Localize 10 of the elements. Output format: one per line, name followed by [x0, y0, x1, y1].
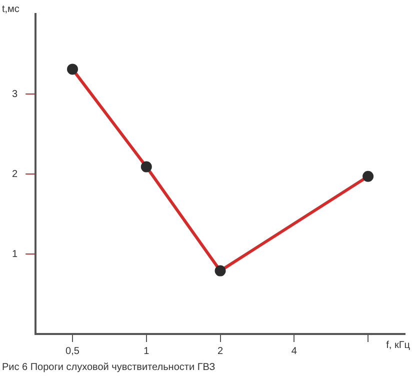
text: Рис 6 Пороги слуховой чувствительности ГВЗ	[2, 362, 216, 373]
x-tick-label: 0,5	[66, 346, 80, 357]
y-tick-label: 1	[12, 248, 18, 260]
y-axis-title: t,мс	[2, 4, 20, 15]
x-tick-label: 1	[144, 346, 150, 357]
x-tick-label: 4	[291, 346, 298, 357]
y-tick-label: 3	[12, 88, 18, 100]
x-axis-title: f, кГц	[386, 340, 410, 351]
y-tick-label: 2	[12, 168, 18, 180]
x-tick-label: 2	[218, 346, 224, 357]
